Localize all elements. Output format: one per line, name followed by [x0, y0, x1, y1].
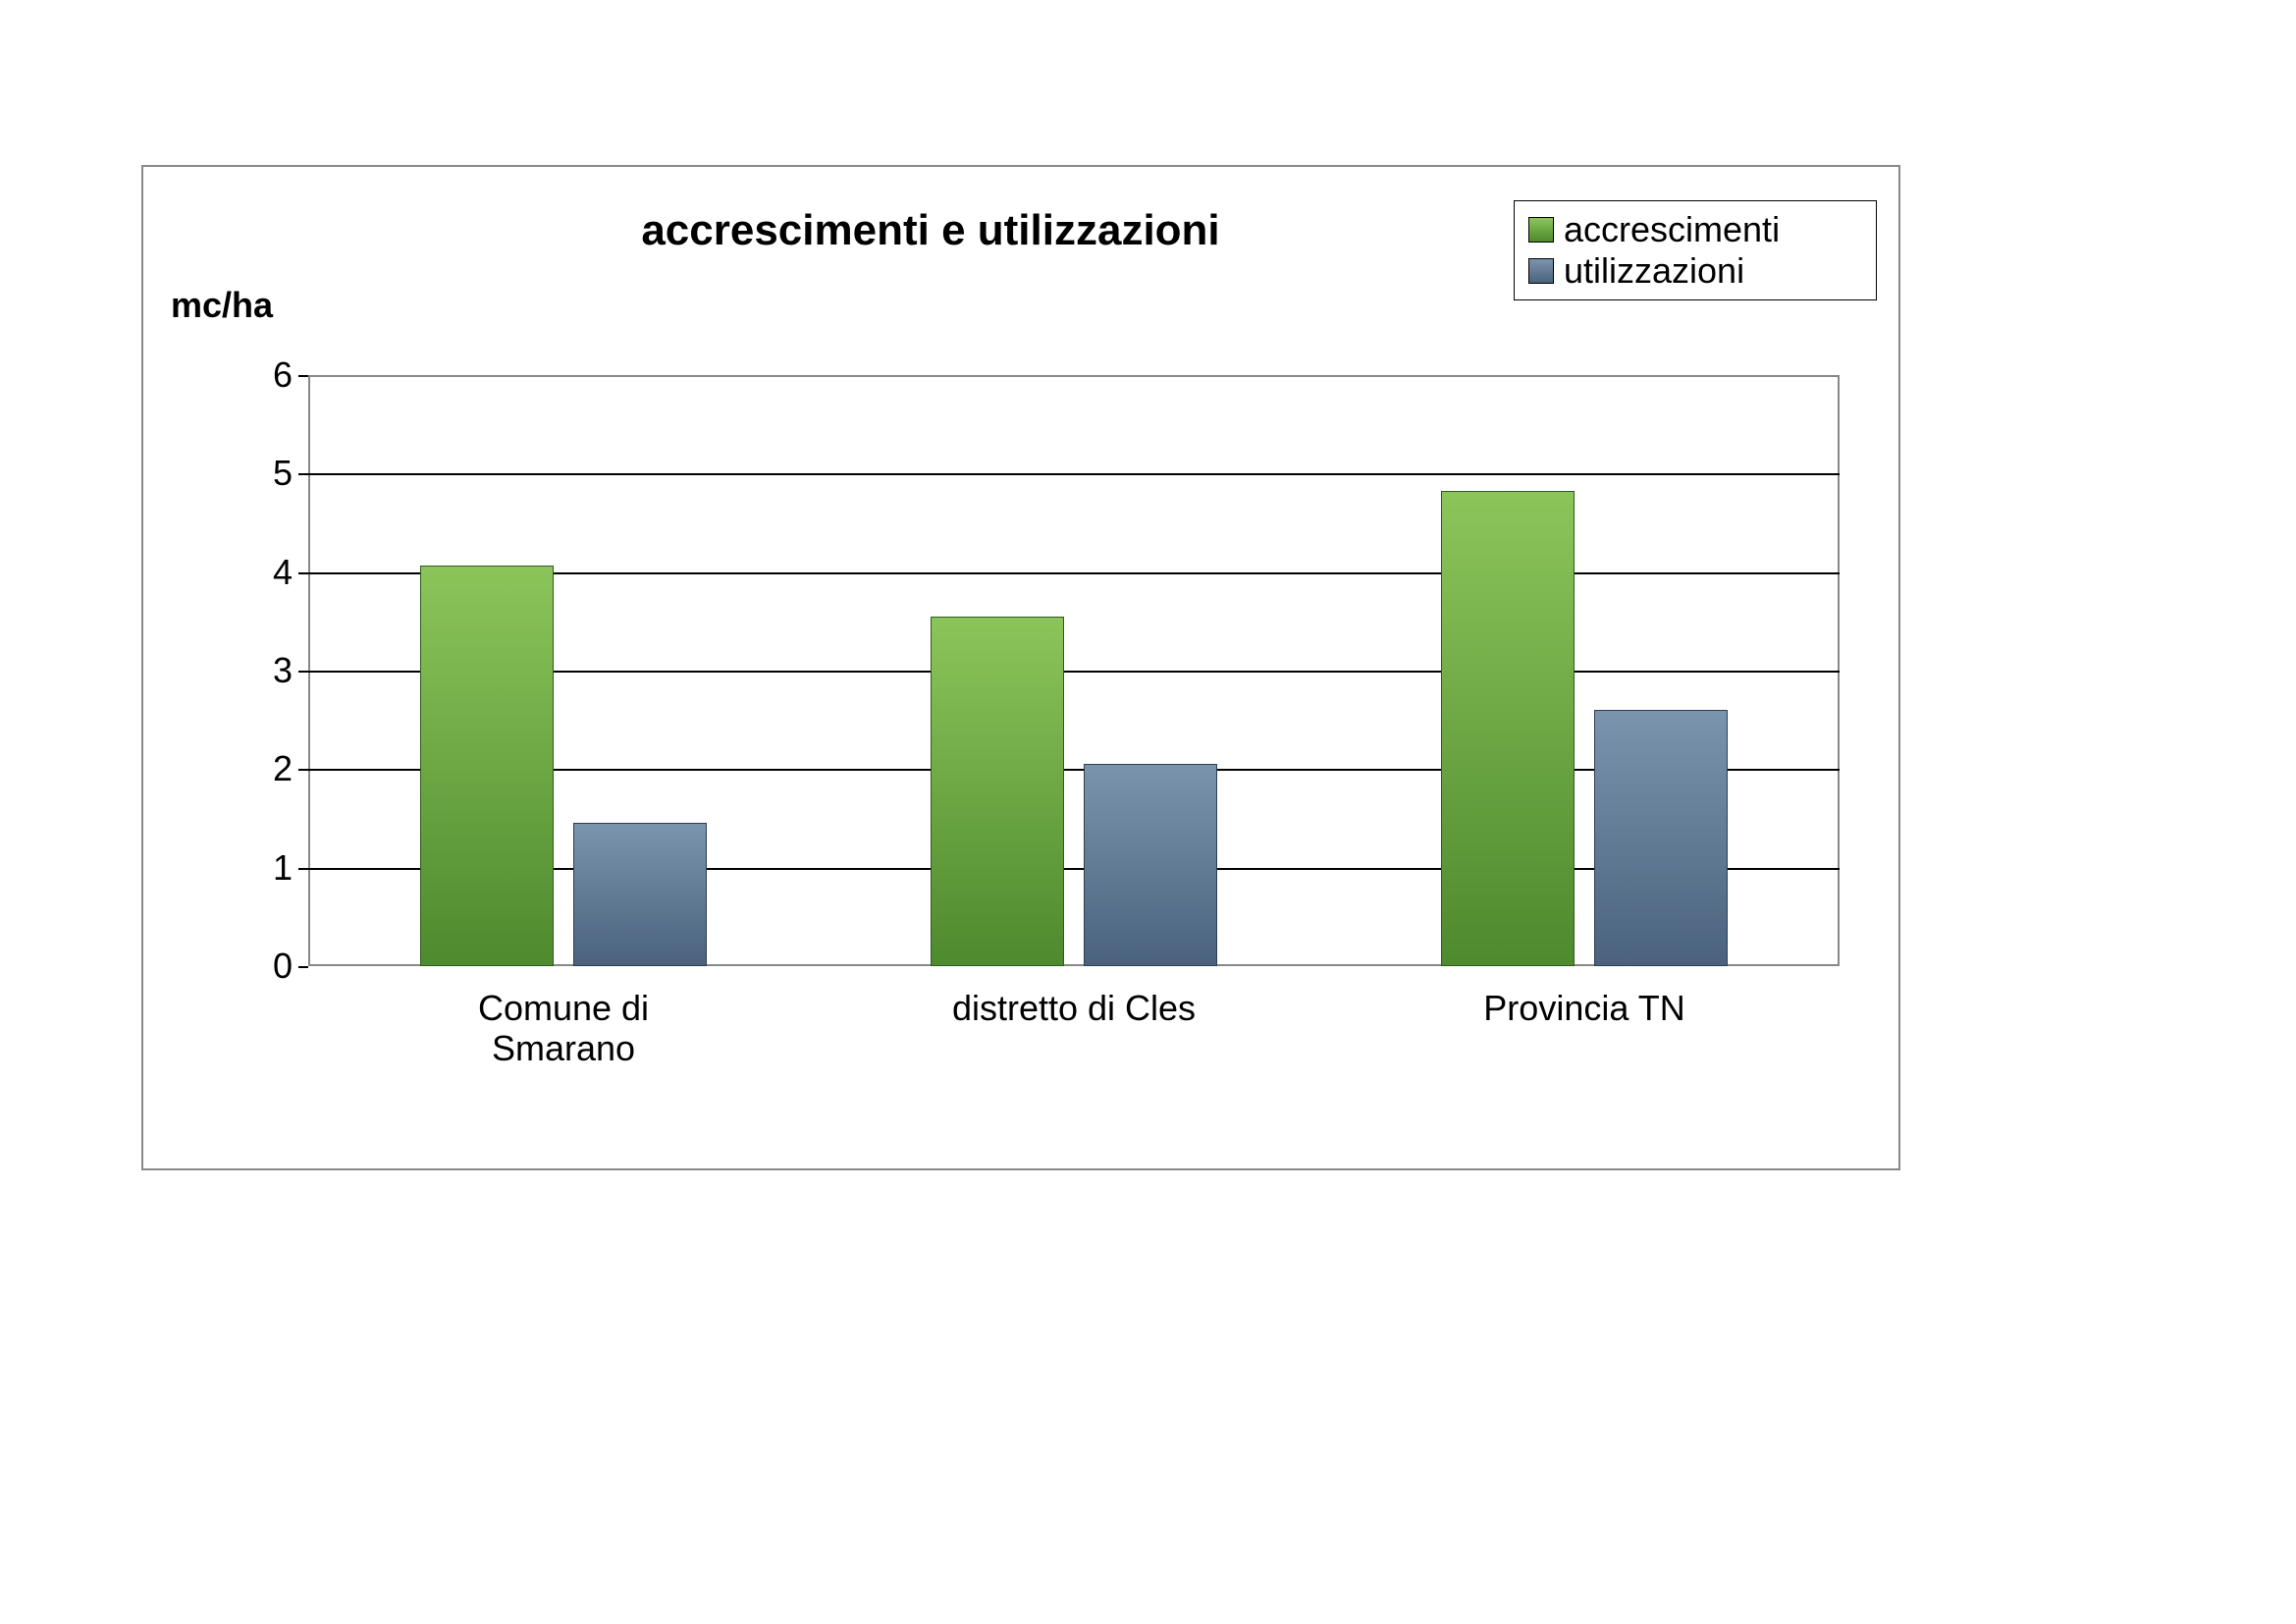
y-tick-label: 6	[273, 354, 293, 396]
legend-swatch-accrescimenti	[1528, 217, 1554, 243]
bar	[1441, 491, 1575, 966]
y-tick-mark	[298, 671, 308, 673]
y-tick-mark	[298, 966, 308, 968]
bar	[573, 823, 707, 966]
legend-label: utilizzazioni	[1564, 250, 1744, 292]
y-tick-label: 4	[273, 552, 293, 593]
chart-title: accrescimenti e utilizzazioni	[489, 206, 1372, 255]
y-axis-label: mc/ha	[171, 285, 273, 326]
gridline	[308, 473, 1840, 475]
legend-item: utilizzazioni	[1528, 250, 1862, 292]
y-tick-label: 0	[273, 946, 293, 987]
y-tick-label: 5	[273, 453, 293, 494]
y-tick-label: 1	[273, 847, 293, 889]
bar	[1594, 710, 1728, 966]
y-tick-mark	[298, 769, 308, 771]
bar	[931, 617, 1064, 966]
legend-label: accrescimenti	[1564, 209, 1780, 250]
bar	[1084, 764, 1217, 966]
y-tick-mark	[298, 473, 308, 475]
y-tick-mark	[298, 572, 308, 574]
legend: accrescimenti utilizzazioni	[1514, 200, 1877, 300]
legend-swatch-utilizzazioni	[1528, 258, 1554, 284]
legend-item: accrescimenti	[1528, 209, 1862, 250]
y-tick-label: 2	[273, 748, 293, 789]
x-tick-label: Provincia TN	[1368, 988, 1800, 1028]
plot-area: 0123456Comune diSmaranodistretto di Cles…	[308, 375, 1840, 966]
y-tick-mark	[298, 868, 308, 870]
y-tick-mark	[298, 375, 308, 377]
x-tick-label: Comune diSmarano	[347, 988, 779, 1069]
y-tick-label: 3	[273, 650, 293, 691]
bar	[420, 566, 554, 966]
x-tick-label: distretto di Cles	[858, 988, 1290, 1028]
